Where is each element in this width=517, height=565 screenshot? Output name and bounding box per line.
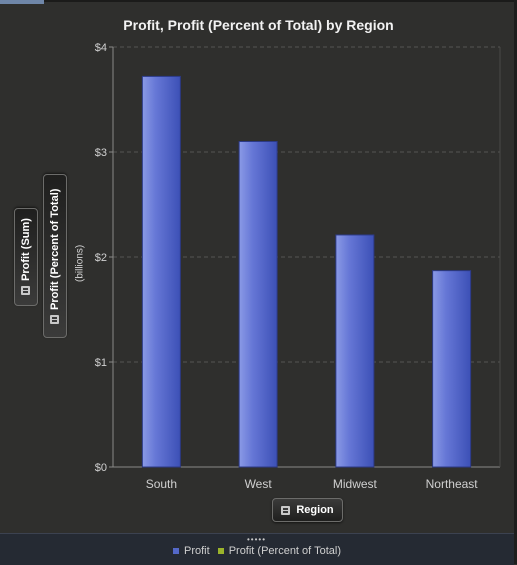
bar-northeast <box>432 270 472 468</box>
legend-swatch-profit <box>173 548 179 554</box>
bar-chart: $0 $1 $2 $3 $4 South West Midwest Northeast <box>95 42 501 491</box>
legend-label-profit: Profit <box>184 545 210 557</box>
legend-label-percent-of-total: Profit (Percent of Total) <box>228 545 341 557</box>
legend-resize-handle[interactable]: ••••• <box>247 535 267 544</box>
legend-panel: ••••• Profit Profit (Percent of Total) <box>0 533 514 565</box>
bar-west <box>238 141 278 468</box>
legend-item-profit[interactable]: Profit <box>173 545 210 557</box>
y-axis-measure-profit-sum[interactable]: Profit (Sum) <box>14 208 38 306</box>
window-top-border <box>0 0 517 2</box>
measure-icon <box>21 286 31 296</box>
y-axis-measure-label: Profit (Sum) <box>20 218 32 282</box>
y-tick-label: $2 <box>95 252 107 264</box>
x-tick-label: Northeast <box>426 477 479 491</box>
bar-midwest <box>335 234 375 468</box>
y-tick-label: $0 <box>95 462 107 474</box>
y-axis-measure-profit-percent[interactable]: Profit (Percent of Total) <box>43 174 67 338</box>
y-tick-label: $1 <box>95 357 107 369</box>
legend: Profit Profit (Percent of Total) <box>0 545 514 557</box>
x-tick-label: South <box>146 477 177 491</box>
x-tick-label: Midwest <box>333 477 378 491</box>
x-axis-category-label: Region <box>296 504 334 516</box>
y-tick-label: $4 <box>95 42 107 54</box>
window-right-border <box>514 0 517 564</box>
bar-south <box>141 75 181 468</box>
y-axis-units-label: (billions) <box>74 244 86 282</box>
y-axis-measure-label: Profit (Percent of Total) <box>49 188 61 310</box>
x-axis-category-region[interactable]: Region <box>272 498 343 522</box>
chart-title: Profit, Profit (Percent of Total) by Reg… <box>123 17 394 33</box>
x-tick-label: West <box>245 477 273 491</box>
calculated-measure-icon <box>50 314 60 324</box>
legend-swatch-percent-of-total <box>217 548 224 554</box>
window-tab-indicator <box>0 0 44 4</box>
category-icon <box>281 505 291 515</box>
legend-item-percent-of-total[interactable]: Profit (Percent of Total) <box>217 545 341 557</box>
y-tick-label: $3 <box>95 147 107 159</box>
